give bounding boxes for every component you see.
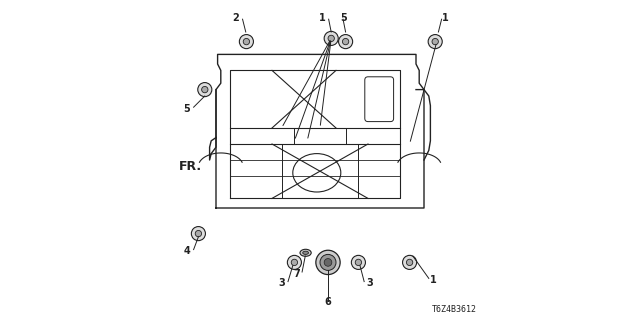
Text: FR.: FR. [179,160,202,173]
Circle shape [239,35,253,49]
Circle shape [316,250,340,275]
Circle shape [195,230,202,237]
Circle shape [428,35,442,49]
Text: 1: 1 [319,12,326,23]
Text: 3: 3 [278,278,285,288]
Text: T6Z4B3612: T6Z4B3612 [432,305,477,314]
Text: 4: 4 [184,246,191,256]
Circle shape [287,255,301,269]
Circle shape [324,259,332,266]
Circle shape [320,254,336,270]
Text: 1: 1 [442,12,449,23]
Circle shape [355,259,362,266]
Circle shape [324,31,339,45]
Text: 6: 6 [324,297,332,308]
Circle shape [342,38,349,45]
Ellipse shape [300,249,311,256]
Text: 5: 5 [340,12,347,23]
Circle shape [339,35,353,49]
Circle shape [202,86,208,93]
Text: 3: 3 [366,278,373,288]
Circle shape [406,259,413,266]
Circle shape [403,255,417,269]
Text: 7: 7 [293,268,300,279]
Circle shape [432,38,438,45]
Text: 1: 1 [430,275,437,285]
Text: 5: 5 [184,104,191,114]
Circle shape [243,38,250,45]
Text: 2: 2 [232,12,239,23]
Circle shape [291,259,298,266]
Ellipse shape [303,251,308,254]
Circle shape [328,35,334,42]
Circle shape [191,227,205,241]
Circle shape [198,83,212,97]
Circle shape [351,255,365,269]
